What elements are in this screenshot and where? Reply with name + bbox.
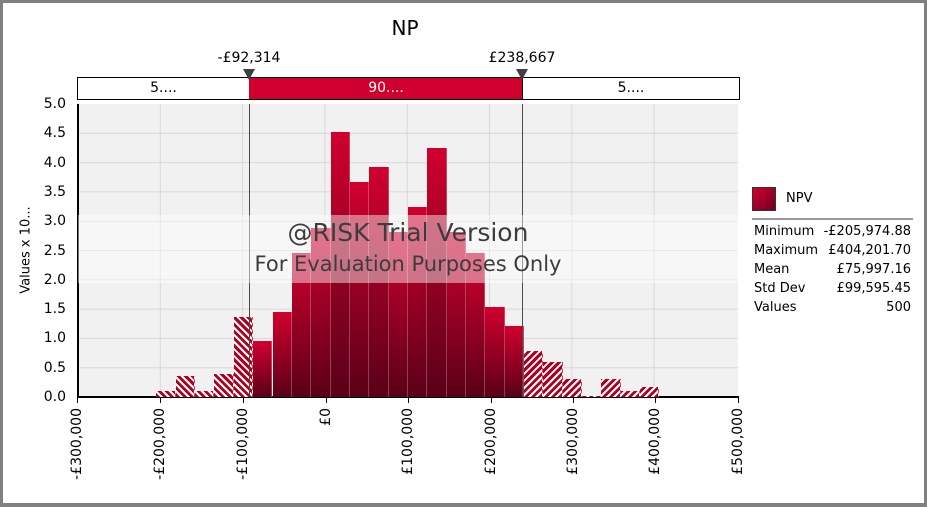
histogram-bar bbox=[446, 231, 466, 397]
histogram-bar bbox=[620, 391, 640, 397]
x-tick bbox=[160, 397, 161, 403]
trial-watermark: @RISK Trial Version For Evaluation Purpo… bbox=[78, 215, 738, 283]
y-tick-label: 2.0 bbox=[43, 271, 66, 288]
histogram-bar bbox=[523, 351, 544, 397]
right-delimiter-handle-icon[interactable] bbox=[516, 69, 528, 80]
stat-label: Maximum bbox=[754, 243, 819, 258]
watermark-line2: For Evaluation Purposes Only bbox=[254, 252, 562, 276]
stat-row-std-dev: Std Dev £99,595.45 bbox=[754, 281, 911, 296]
x-tick bbox=[573, 397, 574, 403]
stat-value: -£205,974.88 bbox=[823, 224, 911, 239]
histogram-bar bbox=[407, 207, 428, 397]
stat-row-mean: Mean £75,997.16 bbox=[754, 262, 911, 277]
histogram-bar bbox=[272, 312, 292, 397]
histogram-bar bbox=[291, 253, 312, 397]
histogram-bar bbox=[485, 307, 505, 397]
histogram-bar bbox=[543, 361, 563, 397]
left-delimiter-line[interactable] bbox=[248, 104, 250, 397]
histogram-bar bbox=[465, 253, 486, 397]
histogram-bar bbox=[562, 379, 582, 397]
x-tick bbox=[655, 397, 656, 403]
stat-label: Values bbox=[754, 300, 797, 315]
x-tick-label: £400,000 bbox=[647, 408, 663, 475]
y-tick-label: 4.5 bbox=[43, 125, 66, 142]
histogram-bar bbox=[639, 387, 660, 397]
x-tick-label: -£100,000 bbox=[235, 408, 251, 480]
x-tick bbox=[408, 397, 409, 403]
x-tick bbox=[243, 397, 244, 403]
x-tick-label: £200,000 bbox=[483, 408, 499, 475]
histogram-bar bbox=[427, 147, 447, 397]
right-delimiter-line[interactable] bbox=[521, 104, 523, 397]
legend-series-name: NPV bbox=[786, 191, 813, 206]
x-tick-label: £0 bbox=[318, 408, 334, 426]
histogram-bar bbox=[388, 231, 408, 397]
stat-value: £404,201.70 bbox=[828, 243, 911, 258]
stat-row-maximum: Maximum £404,201.70 bbox=[754, 243, 911, 258]
x-tick-label: £500,000 bbox=[730, 408, 746, 475]
histogram-bar bbox=[175, 376, 196, 397]
y-tick-label: 1.0 bbox=[43, 330, 66, 347]
histogram-bar bbox=[349, 181, 370, 397]
x-tick-label: £300,000 bbox=[565, 408, 581, 475]
x-tick bbox=[738, 397, 739, 403]
y-axis bbox=[77, 104, 79, 398]
histogram-bar bbox=[330, 132, 350, 397]
watermark-line1: @RISK Trial Version bbox=[287, 218, 529, 247]
left-delimiter-handle-icon[interactable] bbox=[243, 69, 255, 80]
y-tick-label: 3.0 bbox=[43, 213, 66, 230]
middle-percent[interactable]: 90.... bbox=[249, 77, 523, 100]
right-delimiter-value: £238,667 bbox=[488, 50, 556, 66]
legend-divider bbox=[752, 218, 913, 220]
y-tick-label: 3.5 bbox=[43, 183, 66, 200]
histogram-bar bbox=[253, 341, 273, 397]
x-tick-label: -£200,000 bbox=[152, 408, 168, 480]
x-tick-label: -£300,000 bbox=[69, 408, 85, 480]
y-tick-label: 1.5 bbox=[43, 301, 66, 318]
x-tick bbox=[326, 397, 327, 403]
stat-value: 500 bbox=[886, 300, 911, 315]
x-tick-label: £100,000 bbox=[400, 408, 416, 475]
x-tick bbox=[77, 397, 78, 403]
stat-value: £99,595.45 bbox=[836, 281, 911, 296]
histogram-bar bbox=[233, 316, 254, 397]
stat-label: Std Dev bbox=[754, 281, 806, 296]
y-axis-label: Values x 10... bbox=[18, 206, 34, 294]
x-tick bbox=[491, 397, 492, 403]
legend-swatch-icon bbox=[752, 187, 776, 211]
left-delimiter-value: -£92,314 bbox=[217, 50, 281, 66]
stat-label: Minimum bbox=[754, 224, 815, 239]
histogram-bar bbox=[311, 228, 331, 397]
stat-value: £75,997.16 bbox=[836, 262, 911, 277]
histogram-bar bbox=[504, 326, 524, 397]
stat-row-minimum: Minimum -£205,974.88 bbox=[754, 224, 911, 239]
y-tick-label: 2.5 bbox=[43, 242, 66, 259]
left-tail-percent[interactable]: 5.... bbox=[77, 77, 250, 100]
y-tick-label: 0.0 bbox=[43, 389, 66, 405]
histogram-bar bbox=[156, 391, 176, 397]
y-tick-label: 4.0 bbox=[43, 154, 66, 171]
histogram-bar bbox=[214, 373, 234, 397]
stat-row-values: Values 500 bbox=[754, 300, 911, 315]
y-tick-label: 5.0 bbox=[43, 96, 66, 112]
right-tail-percent[interactable]: 5.... bbox=[522, 77, 740, 100]
histogram-bar bbox=[601, 379, 621, 397]
stat-label: Mean bbox=[754, 262, 790, 277]
chart-title: NP bbox=[391, 16, 419, 40]
histogram-bar bbox=[581, 395, 602, 397]
histogram-bar bbox=[369, 166, 389, 397]
y-tick-label: 0.5 bbox=[43, 359, 66, 376]
histogram-bar bbox=[195, 391, 215, 397]
